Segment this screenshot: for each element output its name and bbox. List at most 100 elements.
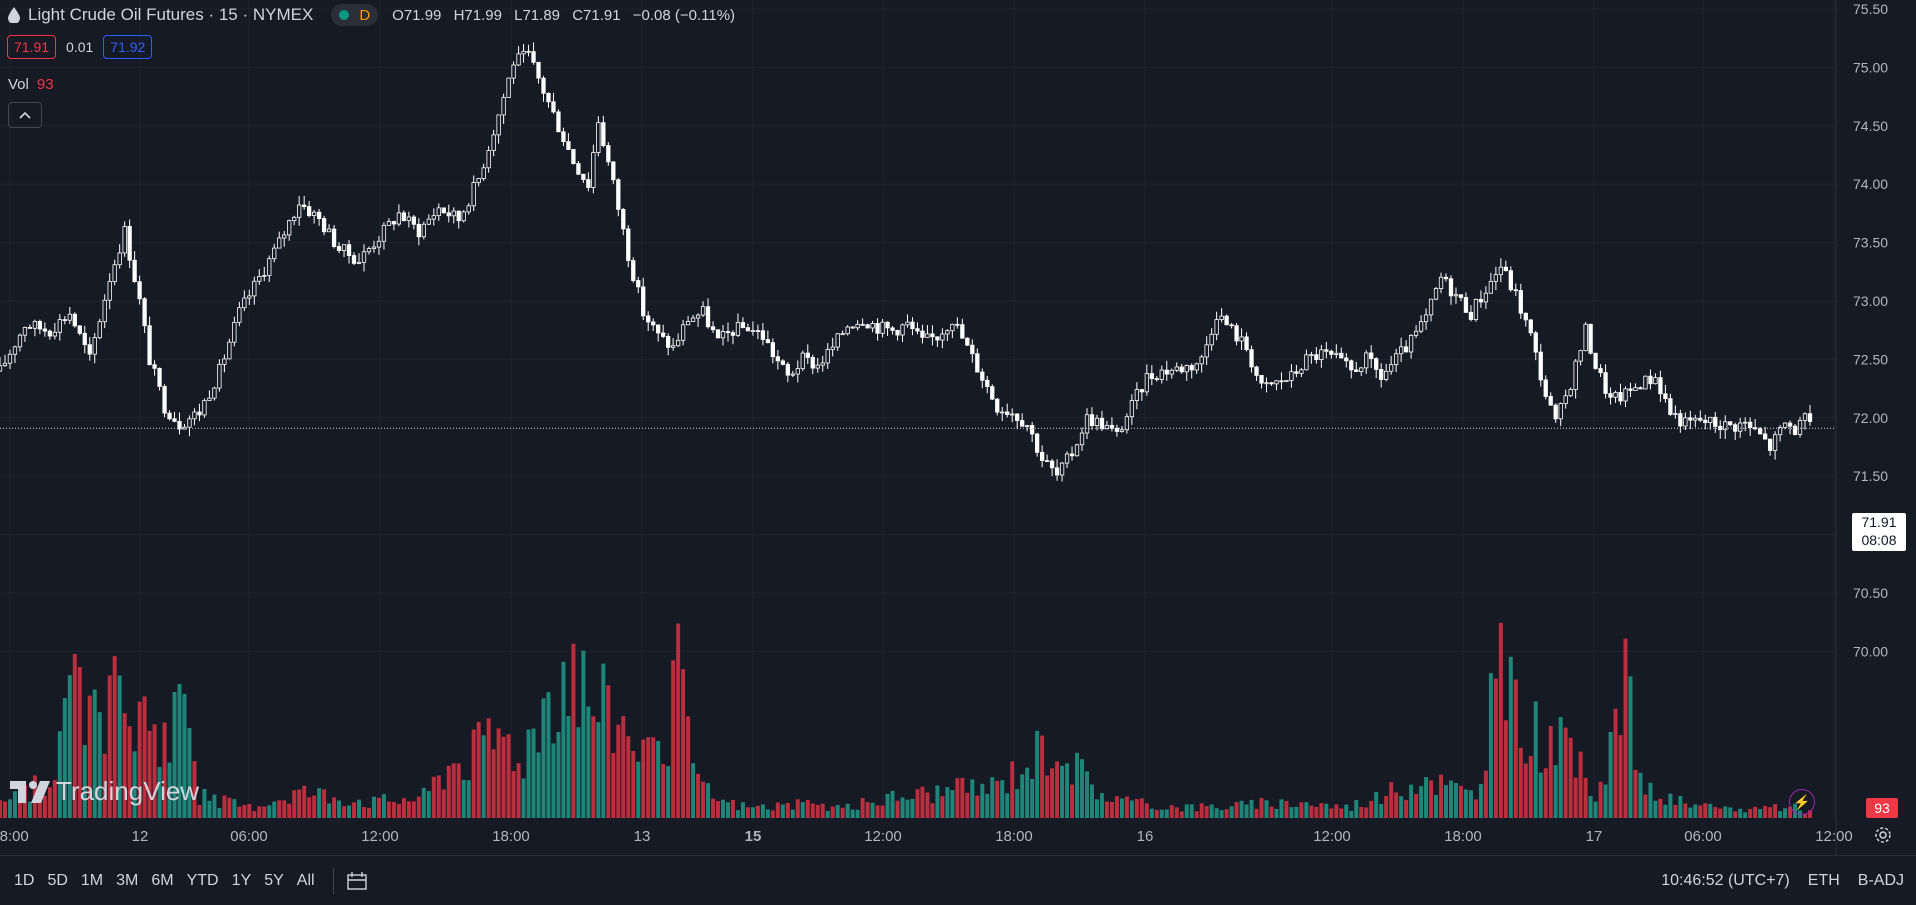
ask-button[interactable]: 71.92 bbox=[103, 35, 153, 59]
volume-bar bbox=[1468, 790, 1473, 818]
chevron-up-icon bbox=[19, 111, 31, 119]
candle-body bbox=[1149, 373, 1154, 379]
clock-timezone[interactable]: 10:46:52 (UTC+7) bbox=[1661, 871, 1790, 889]
volume-bar bbox=[631, 750, 636, 818]
volume-legend[interactable]: Vol 93 bbox=[8, 76, 54, 93]
candle bbox=[1074, 443, 1080, 457]
session-toggle[interactable]: ETH bbox=[1807, 871, 1840, 889]
volume-bar bbox=[646, 737, 651, 818]
volume-bar bbox=[676, 623, 681, 818]
candle-body bbox=[566, 141, 571, 150]
adjustment-toggle[interactable]: B-ADJ bbox=[1857, 871, 1904, 889]
candle bbox=[770, 338, 776, 364]
candle-body bbox=[875, 323, 880, 334]
market-status-pill[interactable]: D bbox=[331, 4, 379, 26]
candle-body bbox=[37, 321, 43, 330]
candle bbox=[985, 375, 990, 394]
volume-bar bbox=[471, 729, 476, 818]
collapse-legend-button[interactable] bbox=[8, 102, 42, 128]
volume-bar bbox=[282, 800, 287, 818]
candle-body bbox=[411, 216, 416, 225]
date-range-icon[interactable] bbox=[346, 871, 370, 891]
candle bbox=[531, 42, 536, 65]
candle bbox=[1194, 362, 1199, 374]
candle bbox=[1379, 363, 1384, 388]
lightning-icon[interactable]: ⚡ bbox=[1789, 789, 1815, 815]
volume-bar bbox=[1553, 765, 1558, 818]
candle-body bbox=[785, 363, 790, 376]
candle bbox=[1423, 308, 1429, 330]
candle bbox=[102, 294, 107, 329]
volume-bar bbox=[1538, 772, 1543, 818]
candle bbox=[820, 355, 825, 372]
candle bbox=[1613, 390, 1618, 403]
candle-body bbox=[1034, 433, 1040, 453]
volume-bar bbox=[666, 766, 671, 818]
price-chart[interactable]: 75.50 75.00 74.50 74.00 73.50 73.00 72.50 72.00… bbox=[0, 0, 1916, 855]
candle bbox=[1015, 413, 1020, 430]
symbol-legend[interactable]: Light Crude Oil Futures · 15 · NYMEX D O… bbox=[8, 4, 743, 26]
timeframe-6m[interactable]: 6M bbox=[151, 871, 174, 889]
candle-body bbox=[770, 342, 776, 358]
candle bbox=[107, 273, 112, 310]
candle-body bbox=[1054, 467, 1060, 476]
volume-bar bbox=[1264, 800, 1269, 818]
candle bbox=[805, 344, 810, 365]
candle bbox=[1428, 298, 1434, 322]
time-tick-label: 12:00 bbox=[1815, 828, 1853, 845]
timeframe-5y[interactable]: 5Y bbox=[264, 871, 284, 889]
timeframe-1y[interactable]: 1Y bbox=[231, 871, 252, 889]
symbol-title[interactable]: Light Crude Oil Futures · 15 · NYMEX bbox=[28, 5, 314, 24]
candle bbox=[1673, 405, 1678, 419]
volume-bar bbox=[990, 777, 995, 818]
candle bbox=[237, 301, 242, 327]
volume-bar bbox=[735, 810, 740, 818]
volume-bar bbox=[52, 780, 57, 818]
candle bbox=[257, 269, 262, 285]
candle-body bbox=[855, 323, 860, 329]
volume-bar bbox=[1249, 799, 1254, 818]
volume-bar bbox=[591, 716, 596, 818]
candle bbox=[880, 318, 885, 338]
timeframe-1m[interactable]: 1M bbox=[80, 871, 104, 889]
timeframe-3m[interactable]: 3M bbox=[116, 871, 139, 889]
candle bbox=[740, 317, 746, 329]
gear-icon[interactable] bbox=[1874, 826, 1892, 844]
last-price-value: 71.91 bbox=[1861, 514, 1897, 530]
bid-button[interactable]: 71.91 bbox=[7, 35, 57, 59]
candle-body bbox=[292, 216, 297, 222]
timeframe-ytd[interactable]: YTD bbox=[186, 871, 219, 889]
candle bbox=[1394, 348, 1399, 373]
candle bbox=[1797, 416, 1803, 438]
candle bbox=[1628, 382, 1633, 398]
tradingview-logo-icon bbox=[10, 780, 50, 803]
candle-body bbox=[1379, 369, 1384, 380]
candle bbox=[446, 204, 451, 223]
timeframe-5d[interactable]: 5D bbox=[47, 871, 68, 889]
candle-body bbox=[591, 152, 596, 188]
candle bbox=[1324, 341, 1329, 359]
candle-body bbox=[172, 418, 177, 422]
timeframe-1d[interactable]: 1D bbox=[14, 871, 35, 889]
candle-body bbox=[885, 321, 890, 329]
candle bbox=[845, 325, 850, 336]
volume-bar bbox=[1129, 800, 1134, 818]
candle bbox=[1583, 322, 1588, 352]
volume-bar bbox=[815, 805, 820, 818]
volume-bar bbox=[770, 810, 775, 818]
candle bbox=[1653, 373, 1658, 385]
timeframe-all[interactable]: All bbox=[296, 871, 315, 889]
candle bbox=[57, 314, 62, 341]
candle bbox=[1498, 258, 1503, 283]
candle bbox=[945, 329, 950, 342]
volume-bar bbox=[187, 727, 192, 818]
candle-body bbox=[536, 61, 541, 79]
volume-bar bbox=[800, 802, 805, 818]
candle-body bbox=[1044, 460, 1050, 462]
volume-bar bbox=[850, 809, 855, 818]
candle-body bbox=[745, 327, 751, 332]
candle-body bbox=[202, 400, 207, 416]
candle bbox=[1733, 422, 1738, 440]
candle-body bbox=[1069, 453, 1075, 457]
candle bbox=[1743, 417, 1748, 432]
